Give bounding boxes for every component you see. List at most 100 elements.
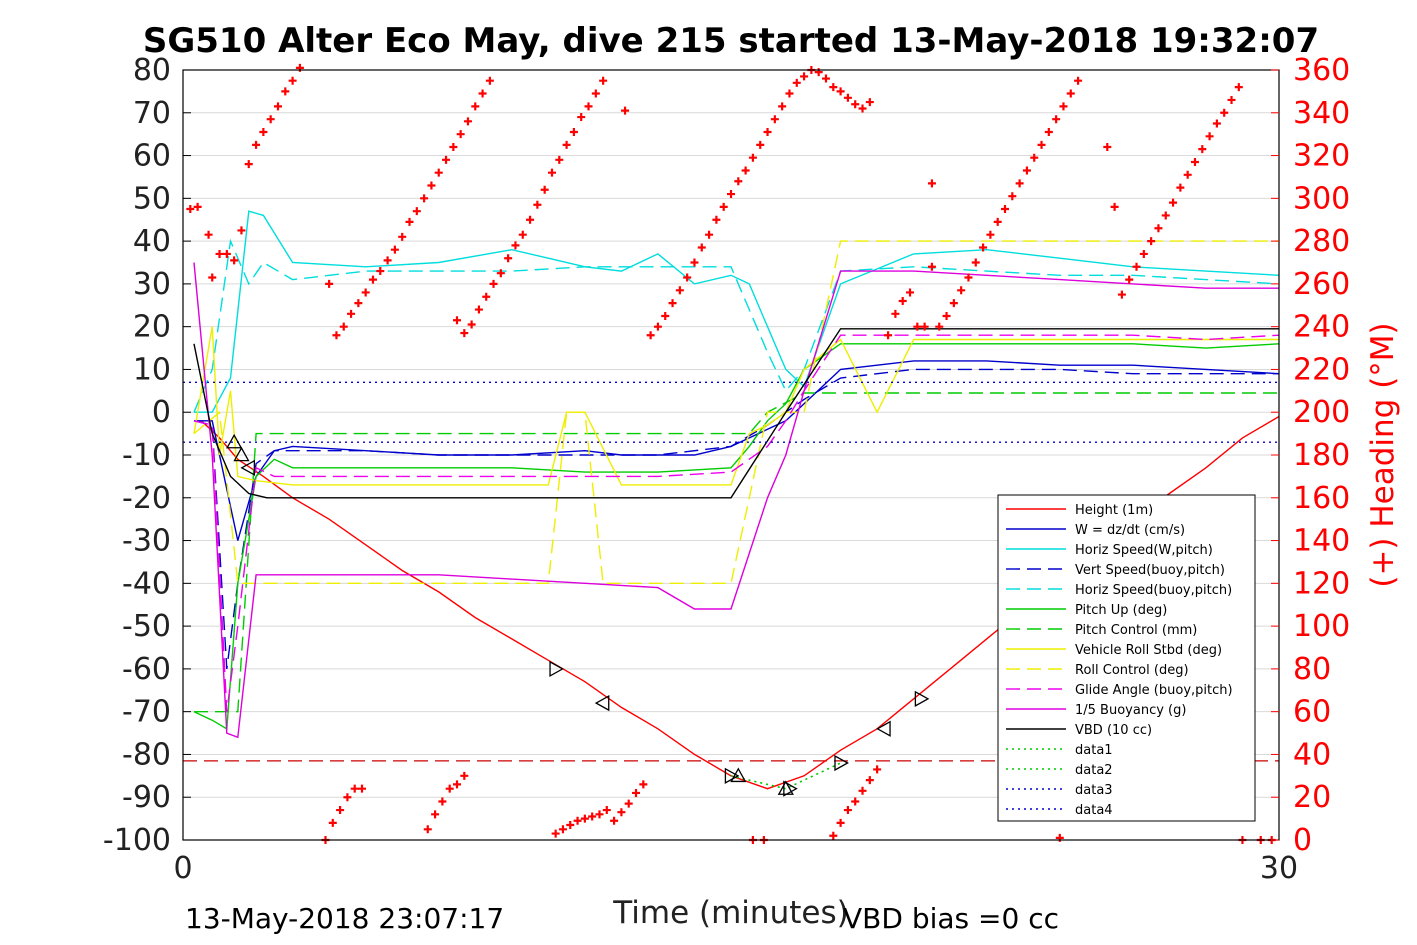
heading-marker (354, 299, 363, 308)
heading-marker (621, 106, 630, 115)
legend-label: W = dz/dt (cm/s) (1075, 523, 1185, 538)
heading-marker (288, 76, 297, 85)
heading-marker (266, 115, 275, 124)
heading-marker (836, 818, 845, 827)
heading-marker (420, 194, 429, 203)
footer-vbd-bias: VBD bias =0 cc (843, 902, 1059, 935)
heading-marker (328, 818, 337, 827)
heading-marker (343, 793, 352, 802)
heading-marker (368, 275, 377, 284)
heading-marker (906, 288, 915, 297)
left-tick-label: 70 (133, 96, 171, 131)
heading-marker (690, 258, 699, 267)
series-line (194, 360, 1280, 541)
heading-marker (1044, 128, 1053, 137)
heading-marker (1074, 76, 1083, 85)
heading-marker (1015, 179, 1024, 188)
heading-marker (1198, 145, 1207, 154)
heading-marker (347, 309, 356, 318)
x-axis-label: Time (minutes) (612, 895, 848, 931)
heading-marker (873, 765, 882, 774)
right-tick-label: 20 (1293, 780, 1331, 815)
heading-marker (639, 780, 648, 789)
right-tick-label: 160 (1293, 481, 1350, 516)
triangle-marker (876, 720, 891, 737)
heading-marker (1176, 183, 1185, 192)
right-tick-label: 280 (1293, 224, 1350, 259)
heading-marker (1132, 262, 1141, 271)
heading-marker (865, 776, 874, 785)
series-line (194, 392, 1279, 713)
heading-marker (778, 102, 787, 111)
legend-label: Pitch Control (mm) (1075, 623, 1197, 638)
heading-marker (485, 76, 494, 85)
heading-marker (423, 825, 432, 834)
right-tick-label: 220 (1293, 352, 1350, 387)
heading-marker (1117, 290, 1126, 299)
heading-marker (602, 806, 611, 815)
left-tick-label: 40 (133, 224, 171, 259)
triangle-marker (914, 690, 930, 707)
heading-marker (1052, 115, 1061, 124)
heading-marker (540, 185, 549, 194)
legend-label: data4 (1075, 803, 1113, 818)
heading-marker (884, 331, 893, 340)
heading-marker (442, 155, 451, 164)
heading-marker (705, 230, 714, 239)
right-tick-label: 40 (1293, 737, 1331, 772)
legend-label: data1 (1075, 743, 1113, 758)
heading-marker (588, 812, 597, 821)
heading-marker (1212, 119, 1221, 128)
heading-marker (383, 256, 392, 265)
legend-label: data3 (1075, 783, 1113, 798)
heading-marker (460, 771, 469, 780)
heading-marker (533, 200, 542, 209)
heading-marker (964, 273, 973, 282)
legend: Height (1m) W = dz/dt (cm/s) Horiz Speed(W… (997, 494, 1256, 822)
heading-marker (858, 104, 867, 113)
x-tick-label: 30 (1260, 851, 1298, 886)
heading-marker (898, 297, 907, 305)
heading-marker (957, 286, 966, 295)
legend-label: VBD (10 cc) (1075, 723, 1152, 738)
heading-marker (851, 100, 860, 109)
series-line (193, 238, 1280, 413)
right-tick-label: 240 (1293, 310, 1350, 345)
triangle-marker (226, 433, 243, 449)
triangle-marker (730, 767, 747, 783)
legend-label: Roll Control (deg) (1075, 663, 1189, 678)
heading-marker (438, 797, 447, 806)
heading-marker (482, 292, 491, 301)
series-line (193, 368, 1279, 669)
heading-marker (927, 179, 936, 188)
heading-marker (891, 309, 900, 318)
heading-marker (1059, 102, 1068, 111)
legend-label: Height (1m) (1075, 503, 1153, 518)
heading-marker (456, 130, 465, 139)
footer-timestamp: 13-May-2018 23:07:17 (185, 902, 504, 935)
heading-marker (927, 262, 936, 271)
heading-marker (646, 331, 655, 340)
right-tick-label: 60 (1293, 695, 1331, 730)
heading-marker (1169, 198, 1178, 207)
left-tick-label: 60 (133, 139, 171, 174)
triangle-marker (240, 459, 256, 476)
heading-marker (1227, 95, 1236, 104)
heading-marker (434, 168, 443, 177)
series-line (193, 240, 1279, 584)
right-tick-label: 200 (1293, 395, 1350, 430)
heading-marker (1022, 166, 1031, 175)
heading-marker (1066, 89, 1075, 98)
series-line (194, 210, 1280, 413)
heading-marker (281, 87, 290, 96)
legend-label: Vert Speed(buoy,pitch) (1075, 563, 1225, 578)
heading-marker (599, 76, 608, 85)
heading-marker (979, 243, 988, 252)
heading-marker (526, 215, 535, 224)
left-tick-label: 80 (133, 53, 171, 88)
heading-marker (1190, 157, 1199, 166)
series-line (730, 762, 841, 790)
heading-marker (617, 808, 626, 817)
right-tick-label: 100 (1293, 609, 1350, 644)
